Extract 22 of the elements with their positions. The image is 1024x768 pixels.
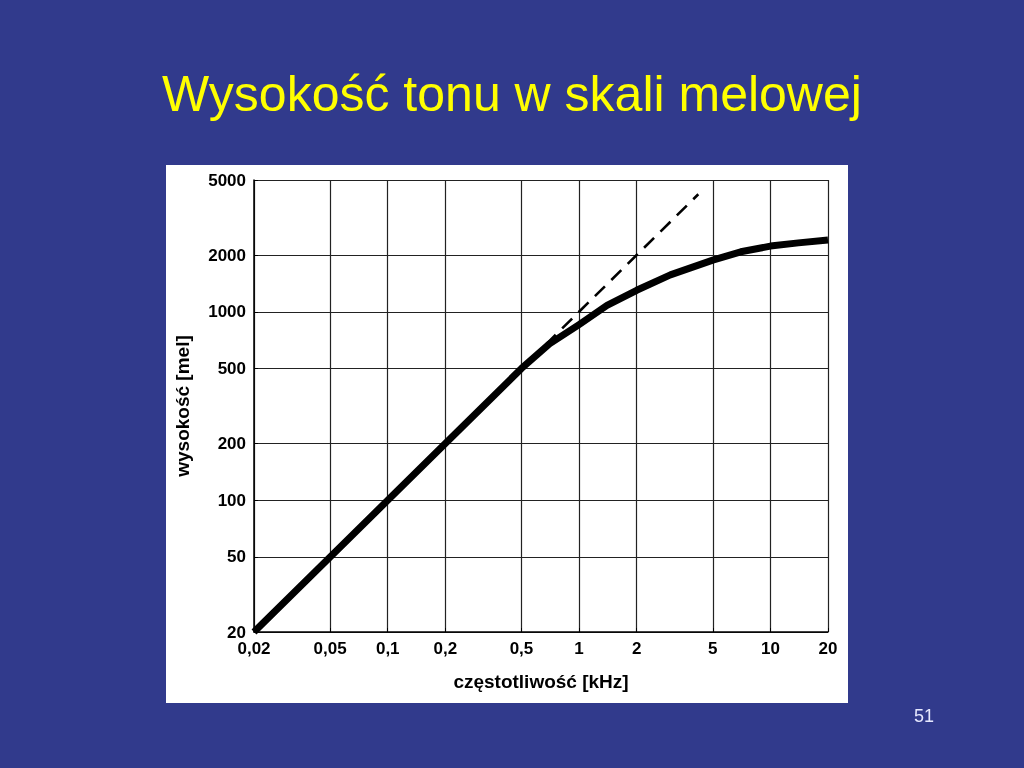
y-tick-label: 200 [217,434,246,453]
x-tick-label: 20 [818,639,838,658]
x-tick-label: 1 [574,639,584,658]
chart-title: Wysokość tonu w skali melowej [162,66,862,122]
y-tick-label: 100 [217,490,246,510]
x-axis-title: częstotliwość [kHz] [453,671,629,692]
x-tick-label: 0,02 [237,639,271,658]
y-tick-label: 5000 [208,170,246,190]
x-tick-label: 0,2 [433,639,458,658]
y-tick-label: 50 [227,547,246,567]
x-tick-label: 10 [760,639,780,658]
text: 51 [914,706,935,726]
y-tick-label: 500 [217,359,246,378]
y-axis-title: wysokość [mel] [172,335,193,478]
y-tick-label: 20 [227,622,246,642]
x-tick-label: 0,1 [375,639,400,658]
y-tick-label: 2000 [208,245,246,265]
x-tick-label: 0,05 [313,639,347,658]
x-tick-label: 5 [708,639,718,658]
y-tick-label: 1000 [208,302,246,322]
x-tick-label: 2 [631,639,642,658]
x-tick-label: 0,5 [509,639,534,658]
